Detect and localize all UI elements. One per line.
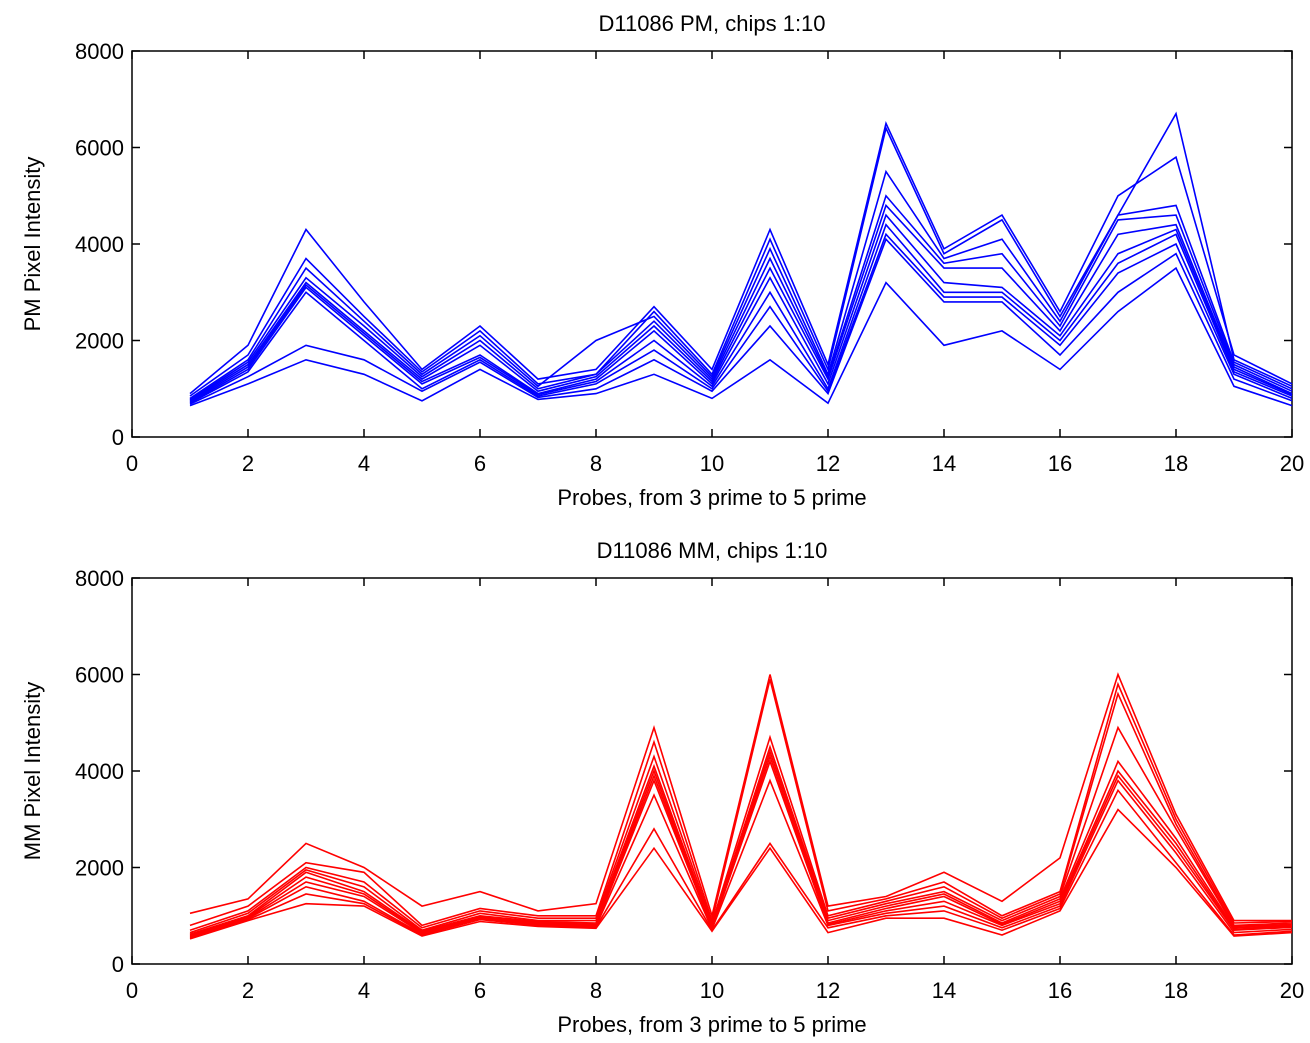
series-line-chip-6 — [189, 754, 1293, 936]
x-tick-label: 6 — [474, 451, 486, 476]
y-tick-label: 4000 — [75, 232, 124, 257]
y-tick-label: 6000 — [75, 136, 124, 161]
y-tick-label: 2000 — [75, 329, 124, 354]
series-line-chip-8 — [189, 232, 1293, 404]
series-line-chip-9 — [189, 237, 1293, 405]
series-line-chip-3 — [189, 691, 1293, 931]
series-line-chip-4 — [189, 194, 1293, 401]
series-line-chip-4 — [189, 725, 1293, 934]
x-tick-label: 10 — [700, 451, 724, 476]
series-line-chip-10 — [189, 266, 1293, 407]
x-tick-label: 0 — [126, 451, 138, 476]
x-tick-label: 4 — [358, 978, 370, 1003]
y-tick-label: 4000 — [75, 759, 124, 784]
series-line-chip-2 — [189, 111, 1293, 397]
series-line-chip-7 — [189, 223, 1293, 403]
x-tick-label: 14 — [932, 978, 956, 1003]
x-axis-label: Probes, from 3 prime to 5 prime — [557, 1012, 866, 1037]
x-tick-label: 16 — [1048, 978, 1072, 1003]
x-tick-label: 0 — [126, 978, 138, 1003]
series-line-chip-5 — [189, 203, 1293, 401]
x-tick-label: 20 — [1280, 978, 1304, 1003]
series-line-chip-1 — [189, 672, 1292, 922]
x-tick-label: 12 — [816, 978, 840, 1003]
x-tick-label: 20 — [1280, 451, 1304, 476]
series-line-chip-8 — [189, 778, 1293, 938]
series-line-chip-10 — [189, 808, 1293, 940]
chart-title: D11086 PM, chips 1:10 — [598, 11, 825, 36]
x-tick-label: 14 — [932, 451, 956, 476]
x-tick-label: 4 — [358, 451, 370, 476]
pm-intensity-plot: 0 2 4 6 8 10 12 14 16 18 20 0 2000 4000 6000 8000 D11086… — [20, 11, 1304, 510]
y-tick-label: 2000 — [75, 856, 124, 881]
chart-title: D11086 MM, chips 1:10 — [597, 538, 828, 563]
x-tick-label: 12 — [816, 451, 840, 476]
x-tick-label: 8 — [590, 978, 602, 1003]
series-line-chip-1 — [189, 120, 1293, 395]
x-tick-label: 8 — [590, 451, 602, 476]
y-tick-label: 0 — [112, 425, 124, 450]
series-line-chip-9 — [189, 788, 1293, 939]
y-axis-label: PM Pixel Intensity — [20, 157, 45, 332]
series-line-chip-2 — [189, 679, 1293, 927]
series-line-chip-6 — [189, 213, 1293, 402]
y-tick-label: 0 — [112, 952, 124, 977]
mm-intensity-plot: 0 2 4 6 8 10 12 14 16 18 20 0 2000 4000 6000 8000 D11086… — [20, 538, 1304, 1037]
y-axis-label: MM Pixel Intensity — [20, 682, 45, 861]
y-tick-label: 8000 — [75, 566, 124, 591]
series-line-chip-5 — [189, 749, 1293, 935]
y-tick-label: 8000 — [75, 39, 124, 64]
x-tick-label: 18 — [1164, 978, 1188, 1003]
x-axis-label: Probes, from 3 prime to 5 prime — [557, 485, 866, 510]
x-tick-label: 6 — [474, 978, 486, 1003]
x-tick-label: 2 — [242, 451, 254, 476]
x-tick-label: 16 — [1048, 451, 1072, 476]
x-tick-label: 18 — [1164, 451, 1188, 476]
x-tick-label: 2 — [242, 978, 254, 1003]
x-tick-label: 10 — [700, 978, 724, 1003]
series-line-chip-3 — [189, 169, 1293, 400]
series-line-chip-7 — [189, 758, 1293, 937]
y-tick-label: 6000 — [75, 663, 124, 688]
